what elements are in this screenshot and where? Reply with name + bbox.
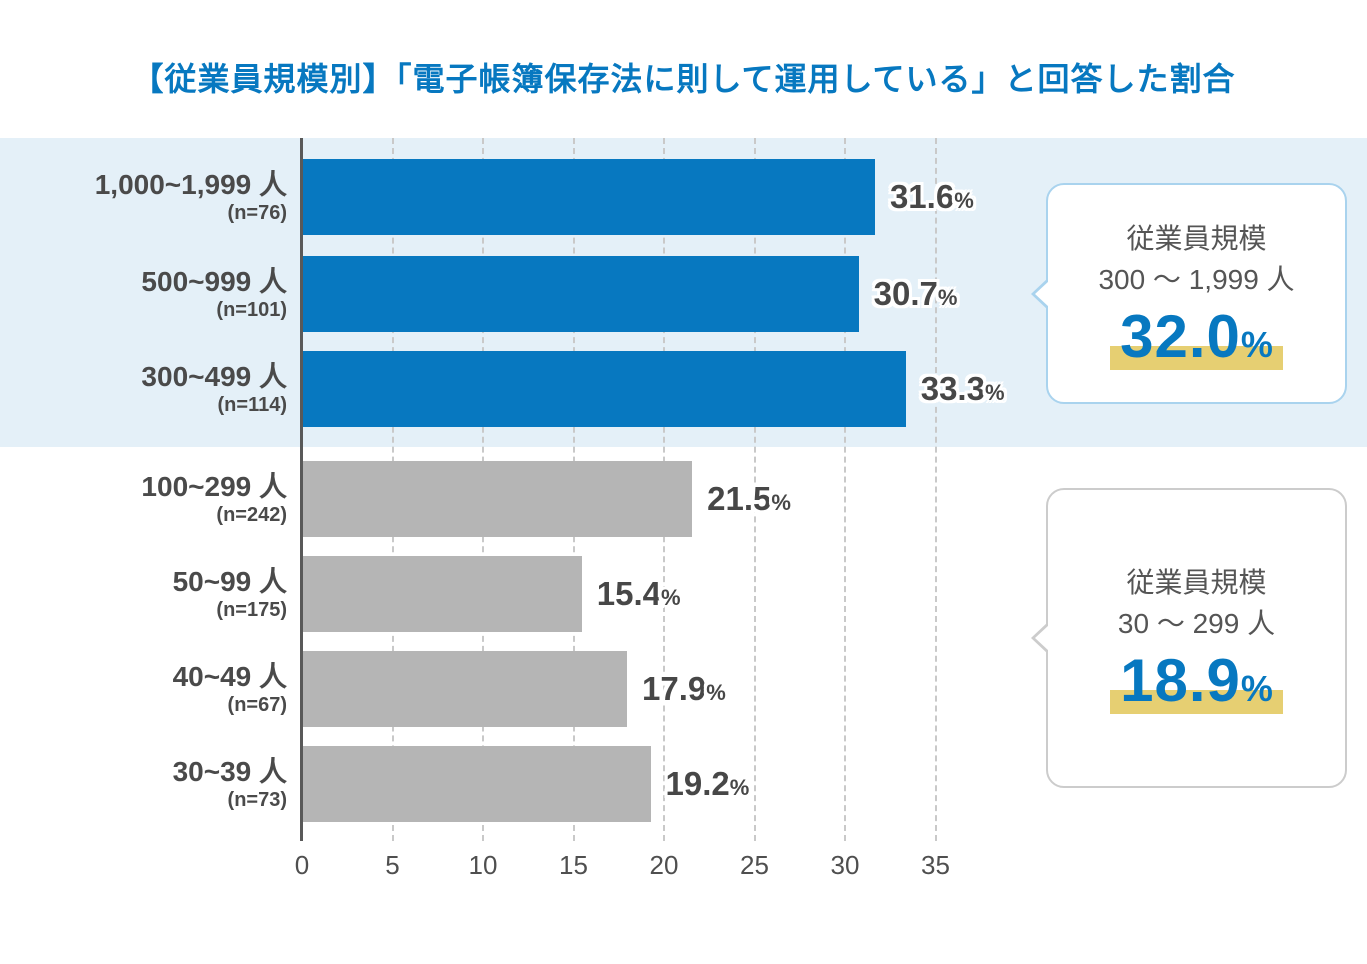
- callout-value-wrap: 18.9%: [1048, 647, 1345, 715]
- bar-row: 1,000~1,999 人 (n=76) 31.6%: [0, 159, 1367, 235]
- category-label: 40~49 人 (n=67): [173, 661, 287, 717]
- bar: [303, 256, 859, 332]
- callout-range: 300 〜 1,999 人: [1098, 263, 1295, 295]
- category-name: 50~99 人: [172, 565, 287, 597]
- bar: [303, 746, 651, 822]
- category-name: 1,000~1,999 人: [94, 168, 287, 200]
- y-axis-line: [300, 138, 303, 841]
- yellow-highlight: 18.9%: [1110, 647, 1283, 715]
- callout-large-companies: 従業員規模 300 〜 1,999 人 32.0%: [1031, 183, 1347, 404]
- category-label: 1,000~1,999 人 (n=76): [95, 169, 287, 225]
- chart-title: 【従業員規模別】「電子帳簿保存法に則して運用している」と回答した割合: [131, 61, 1236, 97]
- callout-value: 32.0: [1120, 303, 1241, 371]
- callout-small-companies: 従業員規模 30 〜 299 人 18.9%: [1031, 488, 1347, 788]
- category-name: 300~499 人: [141, 360, 287, 392]
- callout-value: 18.9: [1120, 647, 1241, 715]
- yellow-highlight: 32.0%: [1110, 303, 1283, 371]
- value-label: 33.3%: [920, 370, 1005, 407]
- value-label: 31.6%: [889, 178, 974, 215]
- bar-row: 500~999 人 (n=101) 30.7%: [0, 256, 1367, 332]
- bar: [303, 159, 875, 235]
- value-label: 17.9%: [641, 670, 726, 707]
- bar-row: 30~39 人 (n=73) 19.2%: [0, 746, 1367, 822]
- category-name: 40~49 人: [172, 660, 287, 692]
- callout-caption: 従業員規模: [1126, 223, 1267, 254]
- category-sample-size: (n=73): [227, 789, 287, 812]
- category-sample-size: (n=76): [227, 202, 287, 225]
- bar: [303, 651, 627, 727]
- gridline-35: [934, 138, 937, 841]
- callout-tail: [1035, 625, 1049, 651]
- category-label: 500~999 人 (n=101): [141, 266, 287, 322]
- category-name: 30~39 人: [172, 755, 287, 787]
- callout-tail: [1035, 280, 1049, 307]
- category-label: 300~499 人 (n=114): [141, 361, 287, 417]
- value-label: 30.7%: [873, 275, 958, 312]
- value-label: 19.2%: [665, 765, 750, 802]
- callout-value-unit: %: [1240, 324, 1273, 366]
- bar: [303, 556, 582, 632]
- x-tick-label-0: 0: [294, 850, 310, 880]
- value-label: 21.5%: [707, 480, 791, 517]
- x-tick-label-30: 30: [830, 850, 860, 880]
- callout-value-wrap: 32.0%: [1048, 303, 1345, 371]
- category-label: 50~99 人 (n=175): [173, 566, 287, 622]
- callout-value-unit: %: [1240, 668, 1273, 710]
- category-name: 100~299 人: [141, 470, 287, 502]
- gridline-25: [753, 138, 756, 841]
- bar-row: 40~49 人 (n=67) 17.9%: [0, 651, 1367, 727]
- bar-row: 100~299 人 (n=242) 21.5%: [0, 461, 1367, 537]
- category-sample-size: (n=67): [227, 694, 287, 717]
- category-sample-size: (n=114): [217, 394, 287, 417]
- category-sample-size: (n=101): [216, 299, 287, 322]
- gridline-30: [844, 138, 846, 841]
- x-tick-label-10: 10: [468, 850, 498, 880]
- value-label: 15.4%: [596, 575, 681, 612]
- x-tick-label-20: 20: [649, 850, 679, 880]
- category-sample-size: (n=175): [216, 599, 287, 622]
- x-tick-label-35: 35: [921, 850, 950, 880]
- x-tick-label-15: 15: [559, 850, 588, 880]
- category-sample-size: (n=242): [216, 504, 287, 527]
- bar: [303, 461, 693, 537]
- x-tick-label-25: 25: [740, 850, 769, 880]
- bar: [303, 351, 906, 427]
- category-label: 30~39 人 (n=73): [173, 756, 287, 812]
- category-label: 100~299 人 (n=242): [141, 471, 287, 527]
- callout-range: 30 〜 299 人: [1117, 607, 1276, 639]
- bar-row: 50~99 人 (n=175) 15.4%: [0, 556, 1367, 632]
- x-tick-label-5: 5: [385, 850, 400, 880]
- bar-row: 300~499 人 (n=114) 33.3%: [0, 351, 1367, 427]
- category-name: 500~999 人: [141, 265, 287, 297]
- callout-caption: 従業員規模: [1126, 567, 1267, 598]
